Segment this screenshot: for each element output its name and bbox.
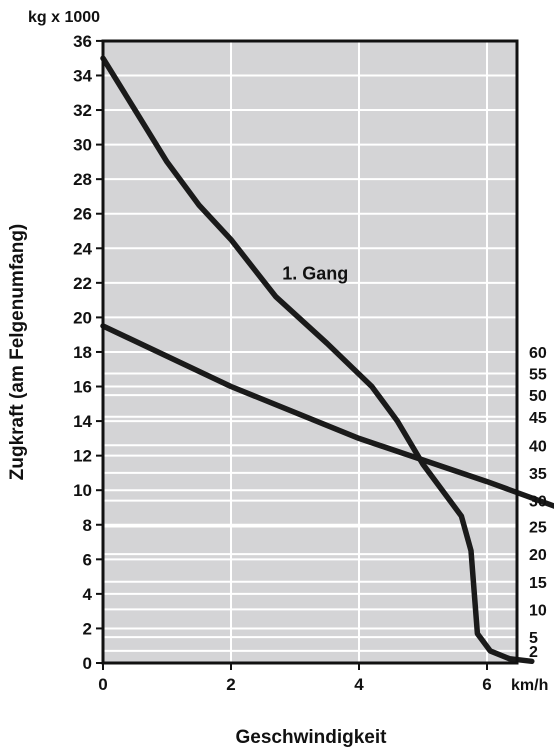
x-tick-label-1: 2: [226, 675, 235, 694]
x-axis-title: Geschwindigkeit: [236, 727, 388, 747]
x-tick-label-0: 0: [98, 675, 107, 694]
y-tick-label-6: 12: [73, 447, 92, 466]
y-tick-label-11: 22: [73, 274, 92, 293]
right-tick-label-10: 10: [529, 602, 547, 619]
x-unit-label: km/h: [511, 677, 548, 694]
y-tick-label-12: 24: [73, 239, 92, 258]
series-line-1: [100, 55, 535, 665]
right-tick-label-3: 45: [529, 410, 547, 427]
right-tick-label-12: 2: [529, 644, 538, 661]
y-axis-title: Zugkraft (am Felgenumfang): [7, 224, 28, 481]
y-tick-label-9: 18: [73, 343, 92, 362]
y-tick-label-8: 16: [73, 378, 92, 397]
series-labels: 1. Gang2. Gang: [282, 263, 348, 283]
right-tick-label-1: 55: [529, 367, 547, 384]
right-tick-label-9: 15: [529, 575, 547, 592]
y-tick-label-0: 0: [83, 654, 92, 673]
y-tick-label-10: 20: [73, 308, 92, 327]
right-tick-label-11: 5: [529, 630, 538, 647]
right-tick-label-5: 35: [529, 466, 547, 483]
right-tick-label-0: 60: [529, 345, 547, 362]
right-axis-ticks: 60 55 50 45 40 35 30 25 20 15 10 52: [529, 345, 547, 661]
plot-area: [100, 39, 554, 665]
y-tick-label-13: 26: [73, 205, 92, 224]
y-tick-label-1: 2: [83, 619, 92, 638]
x-tick-label-2: 4: [354, 675, 364, 694]
x-tick-label-3: 6: [482, 675, 491, 694]
y-tick-label-5: 10: [73, 481, 92, 500]
right-tick-label-7: 25: [529, 519, 547, 536]
series-line-2: [100, 323, 554, 509]
y-tick-label-14: 28: [73, 170, 92, 189]
series-lines: [100, 55, 554, 665]
y-tick-label-15: 30: [73, 136, 92, 155]
right-tick-label-8: 20: [529, 547, 547, 564]
y-tick-label-2: 4: [83, 585, 93, 604]
y-tick-label-16: 32: [73, 101, 92, 120]
y-tick-label-7: 14: [73, 412, 92, 431]
y-tick-label-18: 36: [73, 32, 92, 51]
series-label-1: 1. Gang: [282, 263, 348, 283]
y-tick-label-3: 6: [83, 550, 92, 569]
y-tick-label-17: 34: [73, 66, 92, 85]
right-tick-label-6: 30: [529, 494, 547, 511]
y-unit-label: kg x 1000: [28, 9, 100, 26]
right-scale-gridlines: [103, 350, 517, 652]
right-tick-label-4: 40: [529, 438, 547, 455]
y-tick-label-4: 8: [83, 516, 92, 535]
right-tick-label-2: 50: [529, 388, 547, 405]
